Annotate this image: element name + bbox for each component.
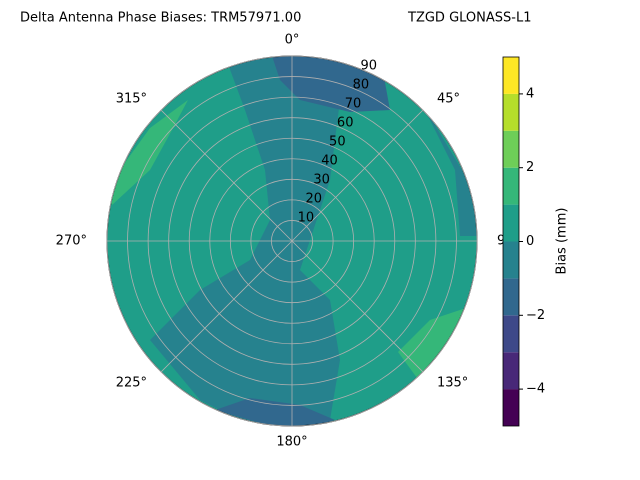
contour-region xyxy=(215,398,335,426)
radial-tick-label: 90 xyxy=(361,59,378,74)
radial-tick-label: 60 xyxy=(337,116,354,131)
contour-region xyxy=(150,56,340,426)
angular-grid-line xyxy=(291,240,424,373)
contour-region xyxy=(398,305,475,382)
angle-tick-label: 135° xyxy=(437,376,468,391)
colorbar-label: Bias (mm) xyxy=(555,208,570,275)
angular-grid-line xyxy=(160,109,293,242)
chart-subtitle: TZGD GLONASS-L1 xyxy=(407,11,531,26)
angle-tick-label: 180° xyxy=(276,435,307,450)
radial-tick-label: 70 xyxy=(345,97,362,112)
colorbar-level xyxy=(503,130,519,168)
radial-tick-label: 50 xyxy=(329,135,346,150)
colorbar-level xyxy=(503,389,519,426)
colorbar-level xyxy=(503,204,519,242)
colorbar-tick-label: −4 xyxy=(526,382,545,397)
radial-tick-label: 10 xyxy=(298,211,315,226)
angle-tick-label: 45° xyxy=(437,91,460,106)
colorbar-level xyxy=(503,278,519,316)
colorbar-level xyxy=(503,241,519,279)
angular-grid-line xyxy=(160,240,293,373)
angle-tick-label: 270° xyxy=(56,234,87,249)
contour-region xyxy=(420,100,477,236)
contour-region xyxy=(107,100,188,205)
colorbar-tick-label: 0 xyxy=(526,234,534,249)
colorbar-level xyxy=(503,57,519,94)
angle-tick-label: 315° xyxy=(116,91,147,106)
colorbar-level xyxy=(503,352,519,390)
colorbar-tick-label: 2 xyxy=(526,160,534,175)
colorbar-level xyxy=(503,167,519,205)
angular-grid-line xyxy=(291,109,424,242)
colorbar-tick-label: 4 xyxy=(526,86,534,101)
radial-tick-label: 40 xyxy=(321,154,338,169)
radial-tick-label: 20 xyxy=(305,192,322,207)
radial-tick-label: 80 xyxy=(353,78,370,93)
radial-tick-label: 30 xyxy=(313,173,330,188)
angle-tick-label: 225° xyxy=(116,376,147,391)
colorbar-level xyxy=(503,315,519,353)
polar-grid xyxy=(106,55,478,427)
colorbar-tick-label: −2 xyxy=(526,308,545,323)
chart-title: Delta Antenna Phase Biases: TRM57971.00 xyxy=(20,11,301,26)
colorbar-level xyxy=(503,93,519,131)
angle-tick-label: 0° xyxy=(285,33,300,48)
